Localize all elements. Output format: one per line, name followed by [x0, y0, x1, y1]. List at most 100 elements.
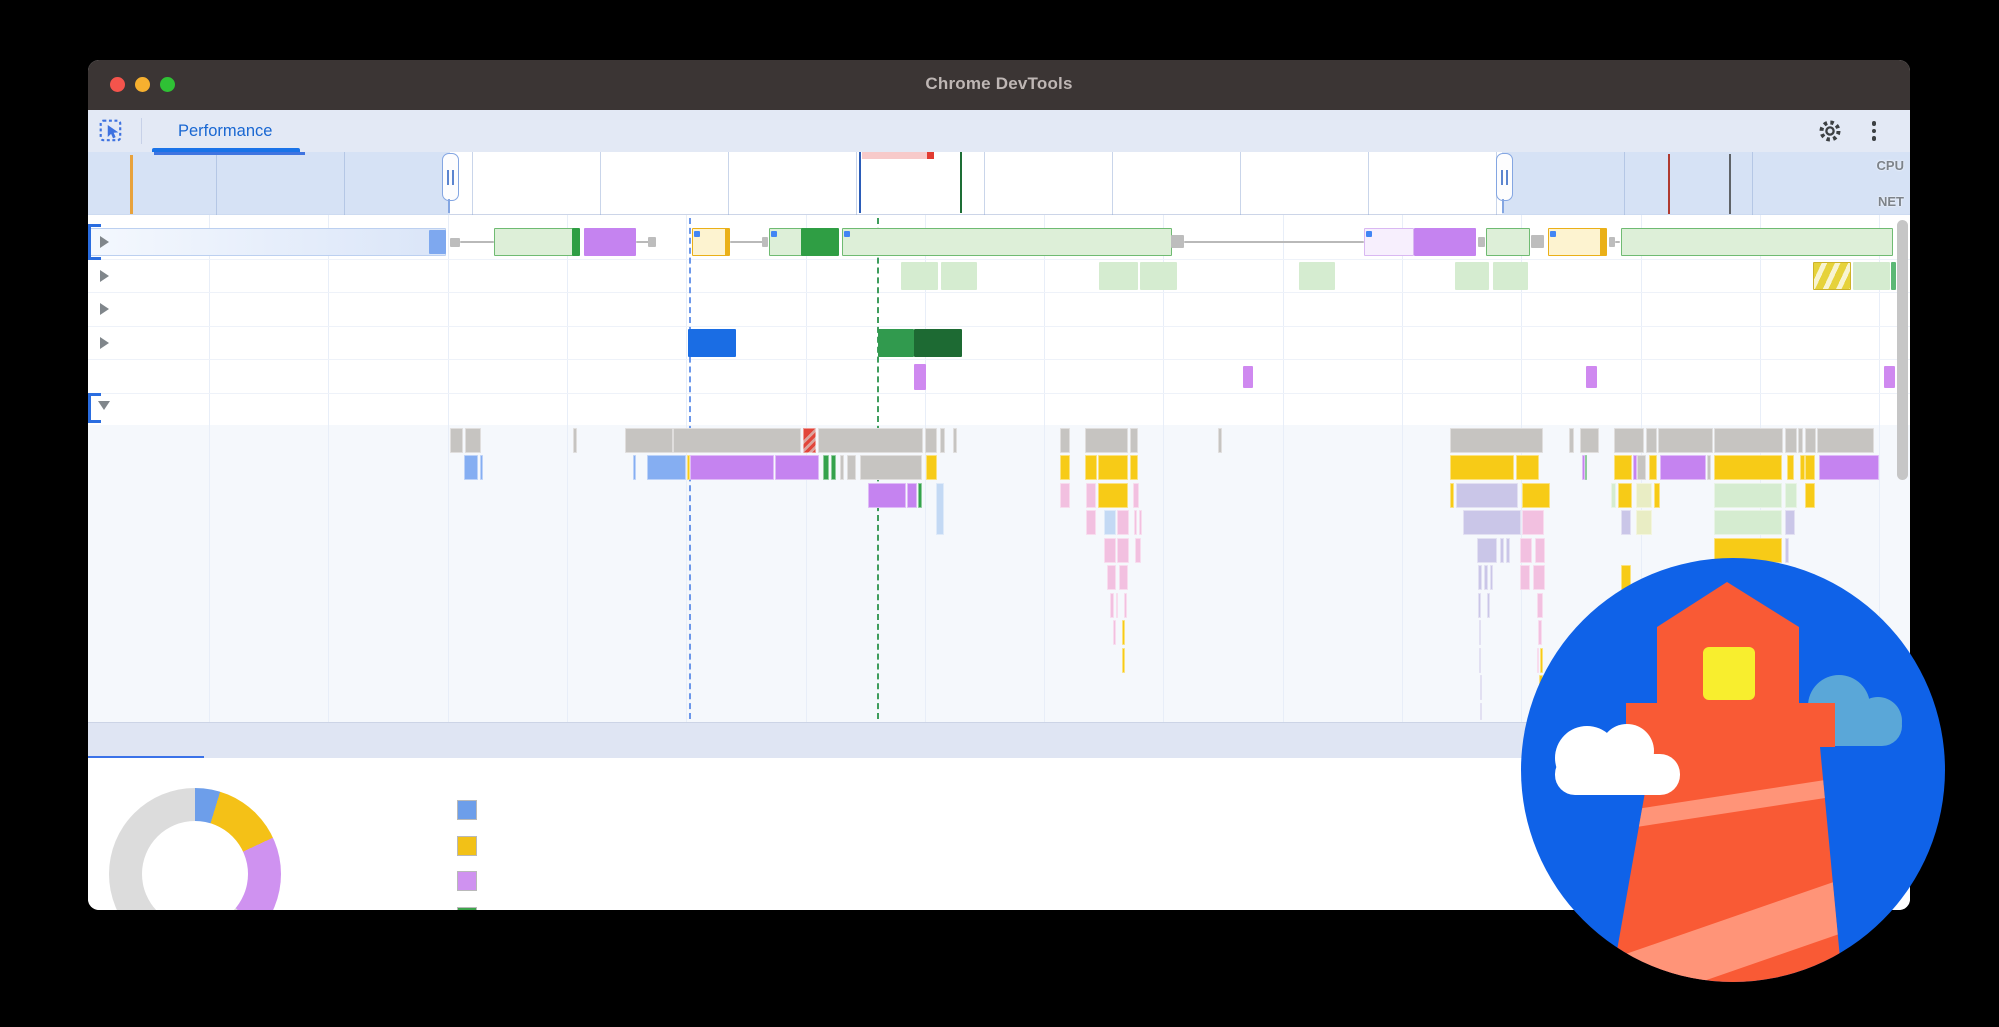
flame-event-bar[interactable] [1540, 648, 1543, 673]
flame-event-bar[interactable] [1117, 510, 1129, 535]
vertical-scrollbar[interactable] [1897, 220, 1908, 480]
track-event-bar[interactable] [1478, 237, 1485, 247]
flame-event-bar[interactable] [1660, 455, 1706, 480]
window-resize-handle-right[interactable] [1496, 153, 1513, 201]
flame-event-bar[interactable] [1580, 428, 1599, 453]
track-event-bar[interactable] [941, 262, 977, 290]
flame-event-bar[interactable] [1085, 455, 1097, 480]
flame-event-bar[interactable] [1714, 455, 1782, 480]
flame-event-bar[interactable] [1130, 428, 1138, 453]
flame-event-bar[interactable] [1098, 455, 1128, 480]
flame-event-bar[interactable] [1585, 455, 1587, 480]
track-event-bar[interactable] [1493, 262, 1528, 290]
flame-event-bar[interactable] [1805, 483, 1815, 508]
track-event-bar[interactable] [842, 228, 1172, 256]
flame-event-bar[interactable] [1785, 483, 1797, 508]
flame-event-bar[interactable] [1478, 593, 1481, 618]
flame-event-bar[interactable] [1658, 428, 1713, 453]
flame-event-bar[interactable] [687, 455, 690, 480]
track-event-bar[interactable] [901, 262, 938, 290]
track-event-bar[interactable] [914, 364, 926, 390]
flame-event-bar[interactable] [1787, 455, 1794, 480]
flame-event-bar[interactable] [1456, 483, 1518, 508]
flame-event-bar[interactable] [633, 455, 636, 480]
flame-event-bar[interactable] [573, 428, 577, 453]
flame-event-bar[interactable] [1463, 510, 1521, 535]
flame-event-bar[interactable] [1500, 538, 1504, 563]
flame-event-bar[interactable] [690, 455, 774, 480]
flame-event-bar[interactable] [1110, 593, 1114, 618]
track-event-bar[interactable] [801, 228, 839, 256]
flame-event-bar[interactable] [464, 455, 478, 480]
flame-event-bar[interactable] [1450, 428, 1543, 453]
flame-event-bar[interactable] [1621, 565, 1631, 590]
flame-event-bar[interactable] [1113, 620, 1116, 645]
flame-event-bar[interactable] [450, 428, 463, 453]
flame-event-bar[interactable] [1060, 428, 1070, 453]
flame-event-bar[interactable] [1134, 510, 1137, 535]
flame-event-bar[interactable] [1218, 428, 1222, 453]
flame-event-bar[interactable] [926, 455, 937, 480]
track-event-bar[interactable] [1615, 241, 1620, 243]
track-event-bar[interactable] [844, 231, 850, 237]
flame-event-bar[interactable] [1537, 648, 1539, 673]
track-event-bar[interactable] [429, 230, 446, 254]
flame-event-bar[interactable] [1805, 455, 1815, 480]
flame-event-bar[interactable] [918, 483, 922, 508]
track-event-bar[interactable] [878, 329, 914, 357]
track-collapser-main[interactable] [98, 401, 110, 410]
flame-event-bar[interactable] [1130, 455, 1138, 480]
flame-event-bar[interactable] [1611, 483, 1616, 508]
flame-event-bar[interactable] [1614, 428, 1644, 453]
flame-event-bar[interactable] [1636, 510, 1652, 535]
track-event-bar[interactable] [1243, 366, 1253, 388]
track-expander-interactions[interactable] [100, 337, 109, 349]
flame-event-bar[interactable] [1637, 455, 1646, 480]
flame-event-bar[interactable] [625, 428, 673, 453]
flame-event-bar[interactable] [925, 428, 937, 453]
track-event-bar[interactable] [636, 241, 650, 243]
flame-event-bar[interactable] [1122, 648, 1125, 673]
flame-event-bar[interactable] [1707, 455, 1711, 480]
track-event-bar[interactable] [1099, 262, 1138, 290]
flame-event-bar[interactable] [953, 428, 957, 453]
track-event-bar[interactable] [572, 228, 580, 256]
flame-event-bar[interactable] [1714, 510, 1782, 535]
track-event-bar[interactable] [494, 228, 573, 256]
flame-event-bar[interactable] [480, 455, 483, 480]
track-event-bar[interactable] [1891, 262, 1896, 290]
flame-event-bar[interactable] [1477, 538, 1497, 563]
flame-event-bar[interactable] [907, 483, 917, 508]
flame-event-bar[interactable] [940, 428, 945, 453]
flame-event-bar[interactable] [1520, 565, 1530, 590]
flame-event-bar[interactable] [1785, 428, 1797, 453]
track-expander-animations[interactable] [100, 303, 109, 315]
flame-event-bar[interactable] [1522, 510, 1544, 535]
flame-event-bar[interactable] [1487, 593, 1490, 618]
flame-event-bar[interactable] [647, 455, 686, 480]
track-event-bar[interactable] [1609, 237, 1615, 247]
track-event-bar[interactable] [1414, 228, 1476, 256]
track-event-bar[interactable] [1853, 262, 1890, 290]
flame-event-bar[interactable] [1117, 538, 1129, 563]
flame-event-bar[interactable] [1135, 538, 1141, 563]
track-event-bar[interactable] [1884, 366, 1895, 388]
track-event-bar[interactable] [1140, 262, 1177, 290]
flame-event-bar[interactable] [1819, 455, 1879, 480]
flame-event-bar[interactable] [1480, 703, 1482, 720]
flame-event-bar[interactable] [1506, 538, 1510, 563]
track-event-bar[interactable] [688, 329, 736, 357]
flame-event-bar[interactable] [673, 428, 801, 453]
track-event-bar[interactable] [914, 329, 962, 357]
flame-event-bar[interactable] [1621, 510, 1631, 535]
track-event-bar[interactable] [460, 241, 494, 243]
maximize-button[interactable] [160, 77, 175, 92]
flame-event-bar[interactable] [1060, 455, 1070, 480]
flame-event-bar[interactable] [1533, 565, 1545, 590]
flame-event-bar[interactable] [465, 428, 481, 453]
flame-event-bar[interactable] [840, 455, 844, 480]
flame-event-bar[interactable] [868, 483, 906, 508]
flame-event-bar[interactable] [1800, 455, 1805, 480]
flame-event-bar[interactable] [1478, 565, 1482, 590]
flame-event-bar[interactable] [775, 455, 819, 480]
